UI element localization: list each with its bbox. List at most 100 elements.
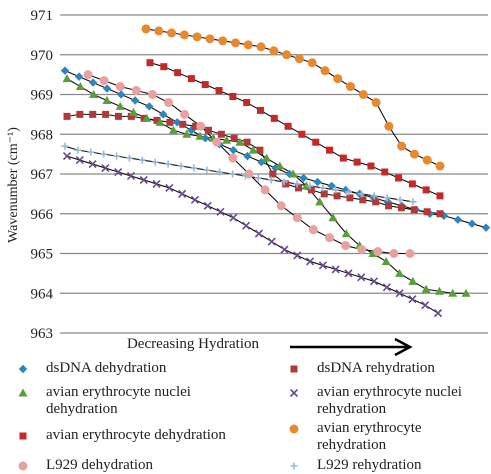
data-point: [481, 223, 491, 232]
data-point: [345, 188, 353, 196]
legend-item: avian erythrocyte nuclei rehydration: [285, 384, 485, 419]
data-point: [270, 114, 278, 122]
data-point: [346, 82, 356, 92]
legend-symbol: [18, 461, 28, 471]
data-point: [241, 172, 249, 180]
data-point: [218, 36, 228, 46]
series-points: [63, 110, 444, 218]
data-point: [434, 286, 444, 295]
data-point: [75, 156, 84, 165]
data-point: [205, 34, 215, 44]
data-point: [190, 195, 199, 204]
data-point: [397, 204, 405, 212]
data-point: [421, 301, 430, 310]
data-point: [160, 63, 168, 71]
data-point: [89, 90, 99, 98]
data-point: [154, 26, 164, 36]
data-point: [116, 90, 126, 99]
data-point: [346, 194, 354, 202]
y-tick-labels: 963 964 965 966 967 968 969 970 971: [31, 8, 54, 342]
data-point: [196, 121, 206, 131]
data-point: [435, 161, 445, 171]
data-point: [229, 213, 238, 222]
y-tick-label: 964: [31, 286, 54, 302]
data-point: [461, 288, 471, 297]
data-point: [369, 277, 379, 286]
data-point: [293, 251, 302, 260]
data-point: [307, 186, 315, 194]
data-point: [102, 110, 110, 118]
data-point: [262, 153, 271, 162]
legend-label: L929 dehydration: [46, 457, 154, 473]
data-point: [357, 245, 367, 255]
data-point: [248, 145, 258, 154]
x-axis-label: Decreasing Hydration: [127, 336, 260, 352]
data-point: [306, 182, 314, 190]
data-point: [138, 156, 146, 164]
data-points: [60, 24, 491, 318]
data-point: [389, 249, 399, 258]
data-point: [99, 76, 109, 86]
data-point: [139, 175, 148, 185]
data-point: [229, 92, 237, 100]
series-points: [83, 70, 415, 258]
data-point: [448, 288, 458, 297]
data-point: [269, 46, 279, 56]
data-point: [115, 101, 125, 110]
data-point: [153, 116, 161, 124]
data-point: [102, 95, 112, 104]
legend-symbol: [19, 432, 27, 440]
data-point: [408, 180, 416, 188]
data-point: [298, 130, 306, 138]
data-point: [381, 256, 391, 265]
data-point: [436, 210, 444, 218]
data-point: [254, 174, 262, 182]
data-point: [410, 206, 418, 214]
data-point: [203, 166, 211, 174]
legend-marker: [18, 388, 28, 397]
data-point: [243, 98, 251, 106]
data-point: [332, 186, 340, 194]
data-point: [313, 177, 322, 187]
data-point: [100, 150, 108, 158]
data-point: [167, 28, 177, 38]
trend-line: [149, 62, 441, 197]
data-point: [409, 149, 419, 159]
data-point: [327, 181, 336, 191]
legend-item: dsDNA dehydration: [14, 360, 254, 377]
legend-symbol: [18, 364, 28, 374]
data-point: [325, 233, 334, 243]
data-point: [370, 192, 378, 200]
data-point: [285, 169, 294, 179]
data-point: [229, 170, 237, 178]
legend-item: avian erythrocyte rehydration: [285, 420, 485, 455]
data-point: [146, 59, 154, 67]
data-point: [229, 145, 238, 155]
data-point: [228, 153, 238, 163]
data-point: [341, 229, 351, 238]
data-point: [145, 102, 154, 111]
trend-line: [66, 113, 441, 215]
legend-label: avian erythrocyte nuclei rehydration: [317, 384, 462, 418]
data-point: [382, 283, 391, 292]
data-point: [243, 138, 251, 146]
legend-item: L929 rehydration: [285, 457, 485, 474]
legend-symbol: [289, 388, 299, 398]
series-points: [146, 59, 444, 200]
data-point: [326, 146, 334, 154]
data-point: [242, 221, 251, 230]
data-point: [212, 137, 222, 147]
data-point: [267, 237, 276, 246]
data-point: [256, 146, 264, 154]
data-point: [436, 192, 444, 200]
data-point: [275, 161, 285, 170]
data-point: [385, 202, 393, 210]
data-point: [222, 135, 232, 144]
data-point: [174, 69, 182, 77]
legend-item: L929 dehydration: [14, 457, 254, 474]
data-point: [114, 167, 123, 177]
legend-label: dsDNA dehydration: [46, 360, 167, 376]
data-point: [216, 207, 225, 216]
data-point: [288, 169, 298, 178]
data-point: [179, 120, 187, 128]
